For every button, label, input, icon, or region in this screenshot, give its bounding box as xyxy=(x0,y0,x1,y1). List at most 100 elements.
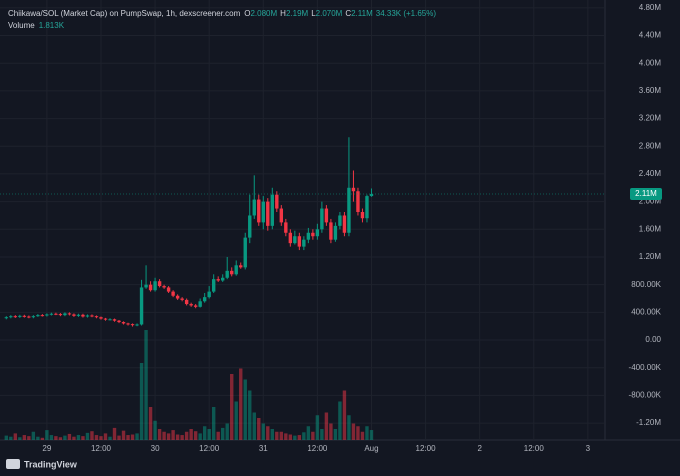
candle-body xyxy=(356,191,360,213)
candle-body xyxy=(198,301,202,307)
candle-body xyxy=(40,315,45,317)
volume-bar xyxy=(76,435,81,440)
header-text: 34.33K (+1.65%) xyxy=(376,9,437,18)
volume-bar xyxy=(184,431,189,440)
candle-body xyxy=(207,291,211,298)
candle-body xyxy=(320,208,324,230)
volume-bar xyxy=(58,437,63,440)
volume-bar xyxy=(275,431,279,440)
volume-bar xyxy=(18,437,22,440)
candle-body xyxy=(216,279,220,281)
volume-bar xyxy=(63,435,67,440)
volume-bar xyxy=(162,431,166,440)
volume-bar xyxy=(153,420,157,440)
candle-body xyxy=(360,212,365,219)
volume-bar xyxy=(338,401,342,440)
candle-body xyxy=(13,316,18,318)
candle-body xyxy=(49,313,54,315)
candle-body xyxy=(284,222,288,233)
candle-body xyxy=(126,323,130,325)
volume-bar xyxy=(81,436,85,440)
y-tick-label: 3.60M xyxy=(639,86,662,95)
header-text: 2.070M xyxy=(316,9,343,18)
candle-body xyxy=(315,229,320,237)
y-tick-label: 0.00 xyxy=(645,335,661,344)
candle-body xyxy=(153,281,157,291)
volume-bar xyxy=(225,423,229,440)
candle-body xyxy=(108,319,112,321)
volume-bar xyxy=(189,429,193,440)
candle-body xyxy=(54,313,58,315)
volume-bar xyxy=(112,427,117,440)
candle-body xyxy=(297,236,302,247)
candle-body xyxy=(18,315,22,317)
volume-bar xyxy=(302,432,306,440)
volume-bar xyxy=(315,415,320,440)
volume-bar xyxy=(221,427,225,440)
candle-body xyxy=(184,299,189,305)
candle-body xyxy=(72,314,76,316)
volume-bar xyxy=(284,433,288,440)
labels: 4.80M 4.40M 4.00M 3.60M 3.20M 2.80M 2.40M 2.00M… xyxy=(8,3,662,453)
volume-bar xyxy=(54,436,58,440)
volume-bar xyxy=(103,433,108,440)
candle-body xyxy=(261,201,265,223)
volume-bar xyxy=(202,426,207,440)
candle-body xyxy=(266,201,270,226)
volume-bar xyxy=(117,435,121,440)
candle-body xyxy=(157,281,162,287)
x-tick-label: 31 xyxy=(259,444,268,453)
volume-bar xyxy=(252,412,256,440)
x-tick-label: 30 xyxy=(151,444,160,453)
candle-body xyxy=(365,196,369,219)
volume-bar xyxy=(36,436,40,440)
volume-bar xyxy=(306,426,311,440)
candle-body xyxy=(31,316,36,318)
candle-body xyxy=(9,316,13,318)
candle-body xyxy=(257,199,261,223)
volume-bar xyxy=(31,431,36,440)
volume-bar xyxy=(22,435,27,440)
volume-bar xyxy=(40,437,45,440)
volume-bar xyxy=(351,423,356,440)
candle-body xyxy=(333,225,338,240)
header-text: Volume xyxy=(8,21,35,30)
candle-body xyxy=(189,304,193,306)
header-text: 2.080M xyxy=(250,9,277,18)
y-tick-label: 4.00M xyxy=(639,58,662,67)
volume-bar xyxy=(248,390,252,440)
y-tick-label: 400.00K xyxy=(631,307,661,316)
candle-body xyxy=(239,265,243,268)
candle-body xyxy=(225,270,229,278)
candle-body xyxy=(248,215,252,238)
y-tick-label: 800.00K xyxy=(631,280,661,289)
volume-bar xyxy=(288,434,293,440)
x-tick-label: 12:00 xyxy=(524,444,545,453)
candle-body xyxy=(288,232,293,244)
volume-bar xyxy=(126,435,130,440)
candle-body xyxy=(221,277,225,281)
volume-bar xyxy=(261,423,265,440)
candle-body xyxy=(99,317,103,319)
candle-body xyxy=(175,295,180,299)
candle-body xyxy=(329,222,333,240)
volume-bar xyxy=(329,423,333,440)
volume-bar xyxy=(360,431,365,440)
volume-bar xyxy=(9,436,13,440)
candle-body xyxy=(234,265,238,275)
volume-bar xyxy=(266,426,270,440)
candle-body xyxy=(63,313,67,316)
last-price-box xyxy=(630,188,662,201)
x-tick-label: 2 xyxy=(477,444,482,453)
candle-body xyxy=(162,286,166,288)
candle-body xyxy=(85,315,90,317)
header-text: H xyxy=(280,9,286,18)
candle-body xyxy=(243,237,247,268)
candle-body xyxy=(67,313,72,315)
candle-body xyxy=(45,314,49,316)
volume-bar xyxy=(108,436,112,440)
candle-body xyxy=(117,320,121,323)
candle-body xyxy=(338,215,342,226)
volume-bar xyxy=(311,431,315,440)
